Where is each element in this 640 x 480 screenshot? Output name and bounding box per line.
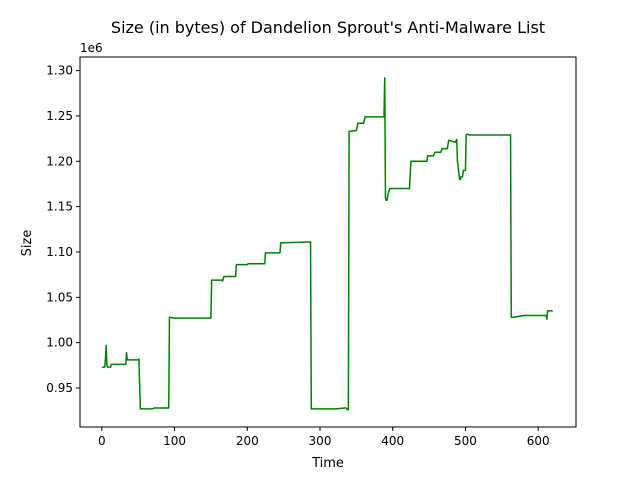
y-tick-label: 1.30 — [46, 64, 73, 78]
y-tick-label: 0.95 — [46, 381, 73, 395]
plot-area — [79, 56, 577, 428]
y-tick-label: 1.00 — [46, 336, 73, 350]
y-tick-label: 1.05 — [46, 290, 73, 304]
y-axis-label: Size — [20, 230, 35, 257]
x-axis-label: Time — [311, 456, 344, 471]
x-tick-label: 200 — [236, 434, 259, 448]
y-tick-label: 1.10 — [46, 245, 73, 259]
x-tick-label: 600 — [527, 434, 550, 448]
y-tick-label: 1.15 — [46, 200, 73, 214]
plot-frame — [79, 56, 577, 428]
x-tick-label: 500 — [454, 434, 477, 448]
chart-title: Size (in bytes) of Dandelion Sprout's An… — [111, 18, 545, 37]
x-tick-label: 400 — [381, 434, 404, 448]
x-tick-label: 300 — [309, 434, 332, 448]
y-axis-offset-label: 1e6 — [80, 41, 103, 55]
series-line-0 — [101, 77, 553, 411]
y-tick-label: 1.25 — [46, 109, 73, 123]
x-axis: 0 100 200 300 400 500 600 — [98, 427, 550, 448]
x-tick-label: 100 — [163, 434, 186, 448]
y-axis: 0.95 1.00 1.05 1.10 1.15 1.20 1.25 1.30 — [46, 64, 80, 395]
y-tick-label: 1.20 — [46, 154, 73, 168]
x-tick-label: 0 — [98, 434, 106, 448]
